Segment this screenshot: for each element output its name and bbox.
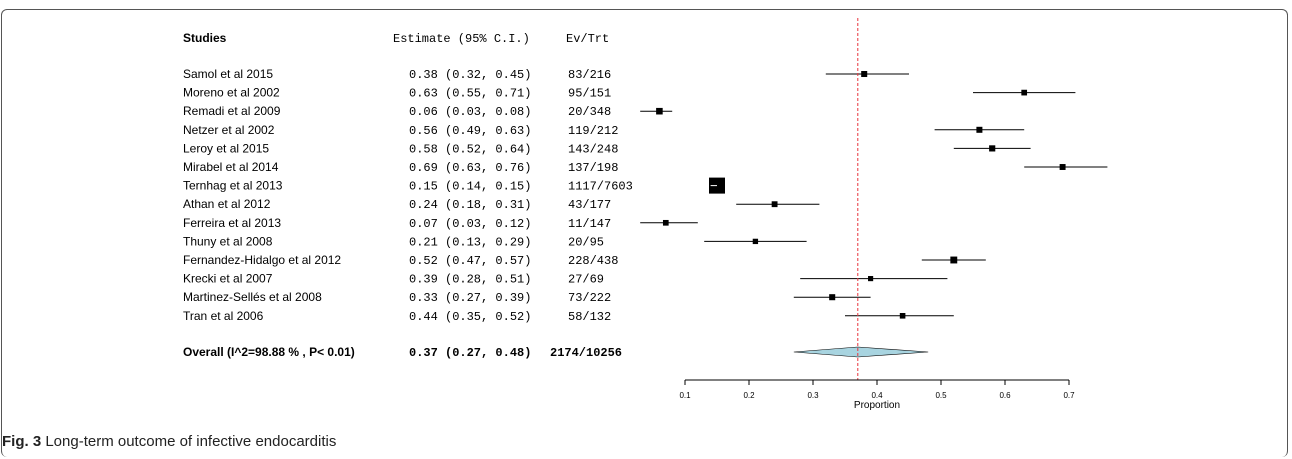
study-events: 137/198 — [568, 161, 618, 175]
study-name: Mirabel et al 2014 — [183, 160, 279, 174]
point-estimate — [656, 107, 663, 115]
study-rows: Samol et al 2015 0.38 (0.32, 0.45) 83/216 M… — [183, 67, 1108, 324]
study-events: 20/348 — [568, 105, 611, 119]
study-estimate: 0.63 (0.55, 0.71) — [409, 87, 531, 101]
x-axis-label: Proportion — [854, 400, 900, 411]
study-estimate: 0.69 (0.63, 0.76) — [409, 161, 531, 175]
study-events: 43/177 — [568, 198, 611, 212]
study-events: 83/216 — [568, 68, 611, 82]
study-row: Athan et al 2012 0.24 (0.18, 0.31) 43/177 — [183, 197, 820, 212]
study-estimate: 0.06 (0.03, 0.08) — [409, 105, 531, 119]
study-estimate: 0.39 (0.28, 0.51) — [409, 273, 531, 287]
study-name: Ferreira et al 2013 — [183, 216, 281, 230]
study-events: 11/147 — [568, 217, 611, 231]
forest-plot: Studies Estimate (95% C.I.) Ev/Trt Samol… — [183, 18, 1108, 411]
study-name: Martinez-Sellés et al 2008 — [183, 290, 322, 304]
point-estimate — [662, 219, 669, 226]
study-row: Samol et al 2015 0.38 (0.32, 0.45) 83/216 — [183, 67, 909, 82]
x-tick-label: 0.7 — [1063, 391, 1075, 400]
study-estimate: 0.33 (0.27, 0.39) — [409, 291, 531, 305]
point-estimate — [976, 126, 983, 133]
study-row: Ferreira et al 2013 0.07 (0.03, 0.12) 11/1… — [183, 216, 698, 231]
study-row: Martinez-Sellés et al 2008 0.33 (0.27, 0.… — [183, 290, 871, 305]
study-events: 95/151 — [568, 87, 611, 101]
study-row: Krecki et al 2007 0.39 (0.28, 0.51) 27/69 — [183, 272, 948, 287]
study-name: Samol et al 2015 — [183, 67, 273, 81]
overall-diamond — [793, 346, 929, 358]
caption-label: Fig. 3 — [2, 433, 42, 450]
x-axis: 0.1 0.2 0.3 0.4 0.5 0.6 0.7 — [679, 379, 1075, 400]
overall-estimate: 0.37 (0.27, 0.48) — [409, 346, 531, 360]
header-estimate: Estimate (95% C.I.) — [393, 32, 530, 46]
study-name: Moreno et al 2002 — [183, 86, 280, 100]
overall-row: Overall (I^2=98.88 % , P< 0.01) 0.37 (0.2… — [183, 345, 929, 360]
point-estimate — [752, 238, 759, 245]
study-estimate: 0.56 (0.49, 0.63) — [409, 124, 531, 138]
study-events: 228/438 — [568, 254, 618, 268]
point-estimate — [868, 276, 874, 282]
point-estimate — [1059, 164, 1066, 170]
x-tick-label: 0.4 — [871, 391, 883, 400]
x-tick-label: 0.6 — [999, 391, 1011, 400]
figure-frame — [1, 9, 1288, 457]
study-estimate: 0.07 (0.03, 0.12) — [409, 217, 531, 231]
study-row: Ternhag et al 2013 0.15 (0.14, 0.15) 1117/… — [183, 177, 725, 194]
study-name: Krecki et al 2007 — [183, 272, 273, 286]
study-events: 27/69 — [568, 273, 604, 287]
study-events: 119/212 — [568, 124, 618, 138]
study-name: Remadi et al 2009 — [183, 104, 281, 118]
x-tick-label: 0.1 — [679, 391, 691, 400]
header-studies: Studies — [183, 31, 227, 45]
study-events: 1117/7603 — [568, 180, 633, 194]
study-row: Tran et al 2006 0.44 (0.35, 0.52) 58/132 — [183, 309, 954, 324]
overall-events: 2174/10256 — [550, 346, 622, 360]
point-estimate — [861, 70, 868, 78]
study-row: Netzer et al 2002 0.56 (0.49, 0.63) 119/21… — [183, 123, 1025, 138]
overall-name: Overall (I^2=98.88 % , P< 0.01) — [183, 345, 355, 359]
study-estimate: 0.38 (0.32, 0.45) — [409, 68, 531, 82]
study-row: Remadi et al 2009 0.06 (0.03, 0.08) 20/348 — [183, 104, 673, 119]
study-name: Leroy et al 2015 — [183, 141, 269, 155]
point-estimate — [899, 313, 906, 319]
study-estimate: 0.21 (0.13, 0.29) — [409, 235, 531, 249]
study-name: Ternhag et al 2013 — [183, 179, 283, 193]
study-events: 143/248 — [568, 142, 618, 156]
point-estimate — [950, 256, 958, 264]
study-events: 58/132 — [568, 310, 611, 324]
x-tick-label: 0.5 — [935, 391, 947, 400]
study-name: Fernandez-Hidalgo et al 2012 — [183, 253, 341, 267]
point-estimate — [829, 294, 836, 301]
study-row: Fernandez-Hidalgo et al 2012 0.52 (0.47, … — [183, 253, 986, 268]
study-estimate: 0.24 (0.18, 0.31) — [409, 198, 531, 212]
column-headers: Studies Estimate (95% C.I.) Ev/Trt — [183, 31, 609, 46]
study-name: Netzer et al 2002 — [183, 123, 275, 137]
study-estimate: 0.58 (0.52, 0.64) — [409, 142, 531, 156]
study-name: Athan et al 2012 — [183, 197, 271, 211]
figure-caption: Fig. 3 Long-term outcome of infective en… — [2, 433, 336, 450]
point-estimate — [989, 145, 996, 152]
study-row: Thuny et al 2008 0.21 (0.13, 0.29) 20/95 — [183, 234, 807, 249]
study-row: Leroy et al 2015 0.58 (0.52, 0.64) 143/248 — [183, 141, 1031, 156]
header-events: Ev/Trt — [566, 32, 609, 46]
study-row: Moreno et al 2002 0.63 (0.55, 0.71) 95/151 — [183, 86, 1076, 101]
study-estimate: 0.15 (0.14, 0.15) — [409, 180, 531, 194]
study-name: Thuny et al 2008 — [183, 234, 273, 248]
study-estimate: 0.52 (0.47, 0.57) — [409, 254, 531, 268]
x-tick-label: 0.2 — [743, 391, 755, 400]
study-events: 73/222 — [568, 291, 611, 305]
study-name: Tran et al 2006 — [183, 309, 264, 323]
point-estimate — [771, 201, 778, 208]
study-row: Mirabel et al 2014 0.69 (0.63, 0.76) 137/1… — [183, 160, 1108, 175]
caption-text: Long-term outcome of infective endocardi… — [45, 433, 337, 450]
point-estimate — [1021, 89, 1028, 96]
x-tick-label: 0.3 — [807, 391, 819, 400]
study-events: 20/95 — [568, 235, 604, 249]
study-estimate: 0.44 (0.35, 0.52) — [409, 310, 531, 324]
